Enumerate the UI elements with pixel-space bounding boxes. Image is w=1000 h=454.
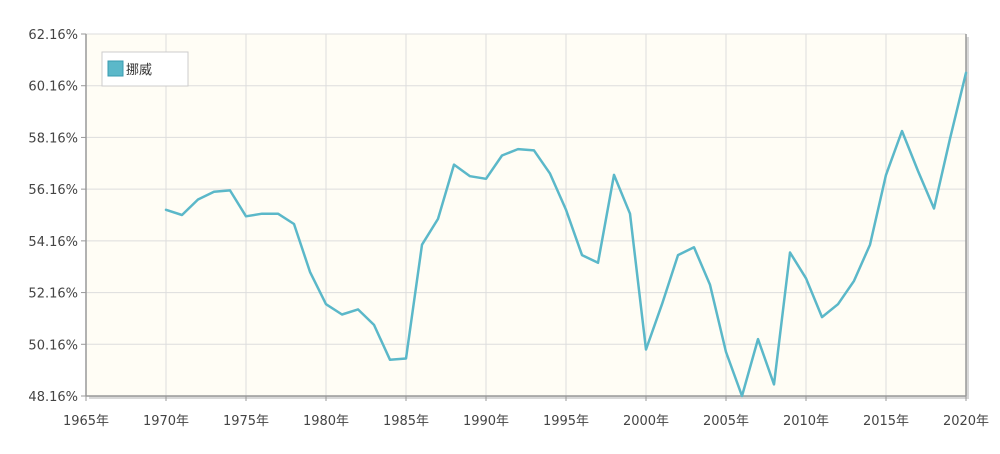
legend-swatch <box>107 60 124 77</box>
y-tick-label: 52.16% <box>28 287 78 302</box>
y-axis-tick-labels: 48.16% 50.16% 52.16% 54.16% 56.16% 58.16% 60.1… <box>28 28 78 405</box>
x-tick-label: 1990年 <box>463 414 509 429</box>
x-tick-label: 1970年 <box>143 414 189 429</box>
series-line-0 <box>164 71 968 398</box>
y-tick-label: 58.16% <box>28 131 78 146</box>
x-tick-label: 2010年 <box>783 414 829 429</box>
y-tick-label: 50.16% <box>28 338 78 353</box>
x-tick-label: 2015年 <box>863 414 909 429</box>
plot-area <box>86 34 966 396</box>
x-tick-label: 1995年 <box>543 414 589 429</box>
x-axis-tick-labels: 1965年 1970年 1975年 1980年 1985年 1990年 1995年 2000年… <box>63 414 989 429</box>
x-tick-label: 1975年 <box>223 414 269 429</box>
legend: 挪威 <box>101 51 189 87</box>
y-tick-label: 48.16% <box>28 390 78 405</box>
x-tick-label: 2000年 <box>623 414 669 429</box>
axes <box>81 33 967 401</box>
y-tick-label: 54.16% <box>28 235 78 250</box>
legend-label: 挪威 <box>126 63 152 78</box>
x-tick-label: 1980年 <box>303 414 349 429</box>
series-lines <box>164 71 968 398</box>
x-tick-label: 2020年 <box>943 414 989 429</box>
x-tick-label: 2005年 <box>703 414 749 429</box>
x-tick-label: 1965年 <box>63 414 109 429</box>
y-tick-label: 60.16% <box>28 80 78 95</box>
grid-lines <box>85 33 967 397</box>
x-tick-label: 1985年 <box>383 414 429 429</box>
y-tick-label: 56.16% <box>28 183 78 198</box>
y-tick-label: 62.16% <box>28 28 78 43</box>
